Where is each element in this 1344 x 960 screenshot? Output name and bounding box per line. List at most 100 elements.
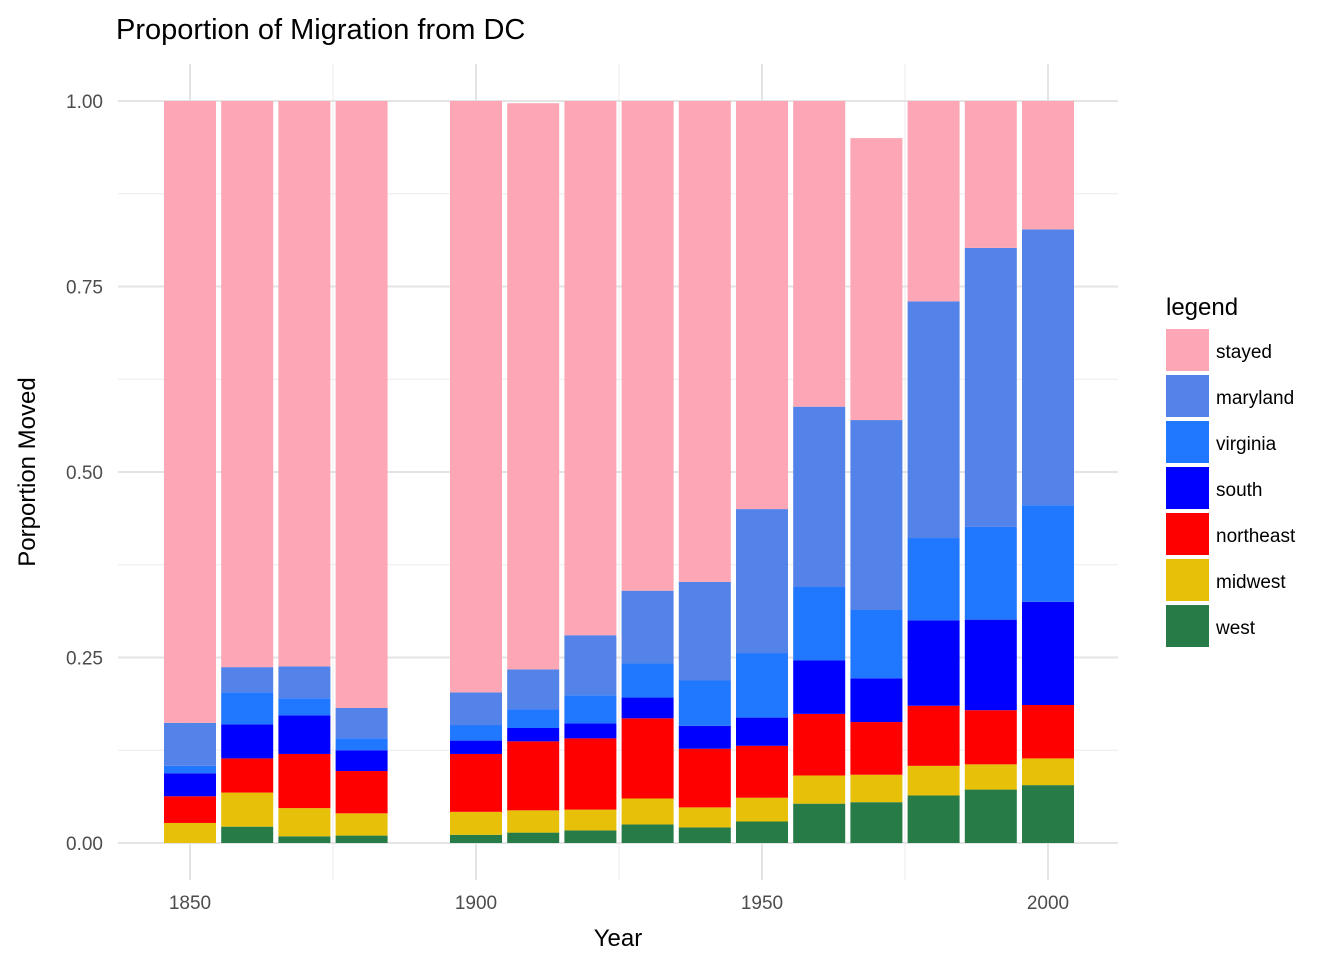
bar-northeast-1910 <box>507 741 560 811</box>
bar-virginia-1990 <box>964 526 1017 620</box>
bar-virginia-1920 <box>564 695 617 724</box>
x-tick-label: 2000 <box>1027 893 1069 914</box>
legend-key-stayed <box>1166 329 1209 371</box>
bar-south-1980 <box>907 620 960 706</box>
x-axis-title: Year <box>594 925 643 952</box>
legend-label-south: south <box>1216 480 1262 501</box>
bar-virginia-2000 <box>1022 505 1074 602</box>
legend-label-virginia: virginia <box>1216 434 1277 455</box>
y-tick-label: 0.50 <box>66 463 103 484</box>
bar-virginia-1960 <box>793 587 846 661</box>
bar-south-1860 <box>221 724 274 759</box>
y-tick-label: 1.00 <box>66 92 103 113</box>
bar-stayed-1870 <box>278 101 331 667</box>
bar-stayed-1970 <box>850 138 903 421</box>
legend-key-west <box>1166 605 1209 647</box>
bar-south-1990 <box>964 619 1017 711</box>
legend-label-midwest: midwest <box>1216 572 1286 593</box>
bar-northeast-2000 <box>1022 704 1074 759</box>
bar-west-1900 <box>450 834 502 843</box>
bar-maryland-1930 <box>621 590 674 664</box>
legend-key-south <box>1166 467 1209 509</box>
bar-stayed-1910 <box>507 103 560 670</box>
bar-midwest-1980 <box>907 765 960 796</box>
bar-stayed-1900 <box>450 101 502 693</box>
y-tick-label: 0.75 <box>66 278 103 299</box>
bar-south-1940 <box>678 725 731 749</box>
bar-virginia-1880 <box>335 738 388 751</box>
bar-south-1930 <box>621 697 674 719</box>
bar-south-1910 <box>507 727 560 742</box>
legend-label-stayed: stayed <box>1216 342 1272 363</box>
bar-northeast-1880 <box>335 771 388 814</box>
bar-northeast-1980 <box>907 705 960 766</box>
bar-south-1880 <box>335 750 388 772</box>
bar-virginia-1980 <box>907 538 960 621</box>
bar-virginia-1850 <box>164 765 216 774</box>
bar-virginia-1970 <box>850 610 903 679</box>
x-tick-label: 1900 <box>455 893 497 914</box>
bar-northeast-1930 <box>621 718 674 799</box>
bar-midwest-1870 <box>278 808 331 837</box>
bar-virginia-1860 <box>221 692 274 725</box>
bar-maryland-1950 <box>736 509 788 654</box>
bar-south-1850 <box>164 773 216 797</box>
bar-midwest-1860 <box>221 792 274 827</box>
bar-virginia-1870 <box>278 698 331 716</box>
bar-maryland-1980 <box>907 301 960 539</box>
bar-midwest-1880 <box>335 813 388 836</box>
bar-stayed-1860 <box>221 101 274 668</box>
bar-stayed-1920 <box>564 101 617 636</box>
bar-midwest-1950 <box>736 797 788 822</box>
bar-west-1980 <box>907 795 960 843</box>
bar-midwest-1850 <box>164 822 216 843</box>
bar-midwest-1910 <box>507 810 560 833</box>
bar-stayed-1960 <box>793 101 846 407</box>
bar-stayed-2000 <box>1022 101 1074 230</box>
bar-northeast-1960 <box>793 713 846 776</box>
bar-northeast-1940 <box>678 748 731 808</box>
bar-south-1960 <box>793 660 846 714</box>
bar-virginia-1950 <box>736 653 788 718</box>
axis-layer: 0.00 0.25 0.50 0.75 1.00 1850 1900 1950 2000 <box>66 92 1069 914</box>
bar-south-1900 <box>450 740 502 754</box>
bar-stayed-1930 <box>621 101 674 591</box>
bar-maryland-2000 <box>1022 229 1074 506</box>
bar-midwest-1960 <box>793 775 846 804</box>
legend-key-maryland <box>1166 375 1209 417</box>
legend-title: legend <box>1166 294 1238 321</box>
bar-maryland-1850 <box>164 722 216 766</box>
bar-west-1950 <box>736 821 788 843</box>
bar-northeast-1990 <box>964 710 1017 765</box>
bars-layer <box>164 101 1074 843</box>
bar-midwest-1920 <box>564 809 617 831</box>
bar-west-1920 <box>564 830 617 843</box>
bar-northeast-1860 <box>221 758 274 793</box>
bar-maryland-1880 <box>335 707 388 739</box>
bar-northeast-1950 <box>736 745 788 798</box>
bar-maryland-1940 <box>678 581 731 681</box>
bar-south-1970 <box>850 678 903 723</box>
legend-key-virginia <box>1166 421 1209 463</box>
bar-west-1910 <box>507 832 560 843</box>
legend-label-west: west <box>1215 618 1256 639</box>
legend-key-northeast <box>1166 513 1209 555</box>
bar-maryland-1960 <box>793 406 846 588</box>
bar-west-1880 <box>335 835 388 843</box>
bar-northeast-1920 <box>564 738 617 810</box>
chart-title: Proportion of Migration from DC <box>116 14 525 46</box>
legend: legend stayed maryland virginia south northe… <box>1166 294 1296 647</box>
bar-midwest-2000 <box>1022 758 1074 786</box>
bar-south-1950 <box>736 717 788 746</box>
legend-label-maryland: maryland <box>1216 388 1294 409</box>
bar-northeast-1870 <box>278 753 331 809</box>
bar-west-1990 <box>964 789 1017 843</box>
y-axis-title: Porportion Moved <box>14 377 41 566</box>
bar-stayed-1950 <box>736 101 788 510</box>
bar-midwest-1940 <box>678 807 731 828</box>
bar-south-1920 <box>564 723 617 739</box>
bar-stayed-1990 <box>964 101 1017 248</box>
bar-maryland-1970 <box>850 420 903 611</box>
